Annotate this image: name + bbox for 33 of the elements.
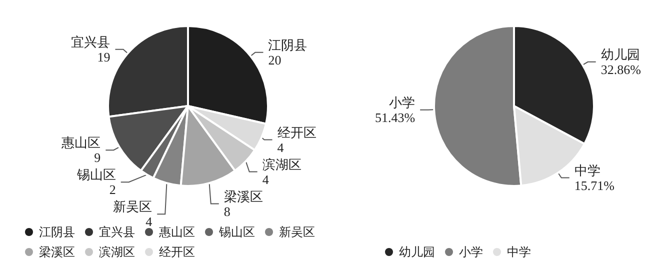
legend-label: 梁溪区 (39, 245, 75, 259)
legend-label: 中学 (507, 245, 531, 259)
data-label: 19 (97, 49, 110, 64)
slice-label: 梁溪区 (224, 188, 263, 204)
data-label: 4 (262, 172, 270, 187)
slice-label: 江阴县 (268, 37, 308, 52)
data-label: 4 (277, 140, 284, 155)
legend-label: 滨湖区 (99, 245, 135, 259)
legend-label: 经开区 (159, 245, 195, 259)
legend-label: 小学 (459, 245, 483, 259)
slice-label: 新吴区 (113, 199, 152, 214)
legend-label: 江阴县 (39, 225, 75, 239)
slice-label: 惠山区 (60, 135, 101, 150)
legend-label: 幼儿园 (399, 245, 435, 259)
data-label: 9 (94, 150, 101, 166)
legend-label: 惠山区 (158, 225, 195, 239)
data-label: 20 (268, 52, 282, 68)
slice-label: 中学 (574, 162, 600, 178)
slice-label: 滨湖区 (262, 156, 302, 172)
slice-label: 经开区 (277, 124, 316, 140)
slice-label: 宜兴县 (71, 34, 110, 50)
data-label: 15.71% (574, 178, 615, 193)
slice-label: 幼儿园 (600, 46, 640, 62)
legend-label: 锡山区 (218, 225, 255, 239)
slice-label: 锡山区 (76, 167, 116, 182)
data-label: 51.43% (374, 110, 416, 125)
data-label: 4 (146, 214, 153, 230)
legend-label: 宜兴县 (99, 225, 135, 239)
legend-label: 新吴区 (279, 225, 315, 239)
data-label: 8 (224, 204, 230, 219)
data-label: 2 (109, 182, 116, 198)
slice-label: 小学 (389, 94, 416, 110)
data-label: 32.86% (600, 62, 642, 77)
